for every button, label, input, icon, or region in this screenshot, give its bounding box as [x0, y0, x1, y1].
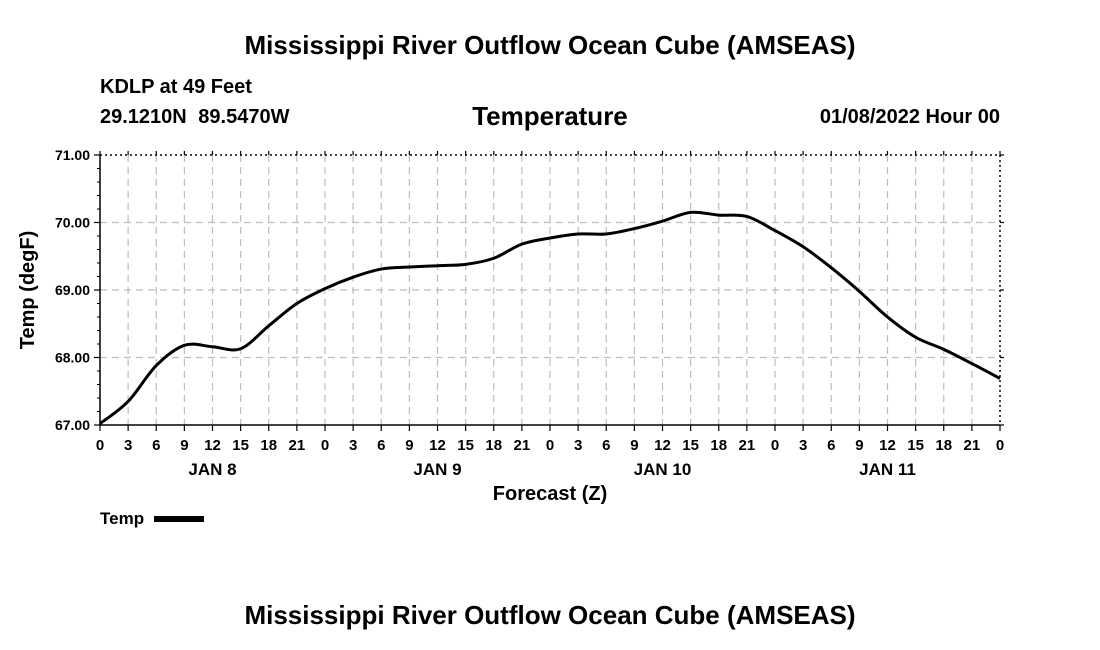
x-tick-label: 18: [935, 437, 952, 454]
x-tick-label: 0: [771, 437, 779, 454]
y-axis-label: Temp (degF): [17, 231, 39, 350]
y-tick-label: 67.00: [55, 417, 90, 433]
x-tick-label: 0: [996, 437, 1004, 454]
x-tick-label: 0: [546, 437, 554, 454]
day-label: JAN 10: [634, 460, 692, 479]
x-tick-label: 0: [321, 437, 329, 454]
legend-line-swatch: [154, 516, 205, 522]
x-tick-label: 15: [457, 437, 474, 454]
x-tick-label: 3: [349, 437, 357, 454]
y-tick-label: 70.00: [55, 215, 90, 231]
x-tick-label: 21: [514, 437, 531, 454]
x-tick-label: 12: [879, 437, 896, 454]
x-tick-label: 15: [232, 437, 249, 454]
x-tick-label: 6: [827, 437, 835, 454]
footer-title: Mississippi River Outflow Ocean Cube (AM…: [244, 600, 856, 630]
chart-title: Mississippi River Outflow Ocean Cube (AM…: [244, 30, 856, 60]
x-tick-label: 12: [204, 437, 221, 454]
station-label: KDLP at 49 Feet: [100, 76, 252, 98]
y-tick-label: 71.00: [55, 147, 90, 163]
legend: Temp: [100, 509, 205, 529]
grid-lines: [100, 155, 1000, 425]
x-tick-label: 0: [96, 437, 104, 454]
y-tick-label: 68.00: [55, 350, 90, 366]
variable-title: Temperature: [472, 101, 628, 131]
x-tick-label: 15: [907, 437, 924, 454]
x-tick-label: 6: [152, 437, 160, 454]
x-tick-label: 15: [682, 437, 699, 454]
x-tick-label: 18: [260, 437, 277, 454]
x-tick-label: 21: [289, 437, 306, 454]
x-tick-label: 9: [405, 437, 413, 454]
series-group: [99, 210, 1001, 425]
x-axis-label: Forecast (Z): [493, 483, 607, 505]
x-tick-label: 12: [654, 437, 671, 454]
x-tick-label: 9: [855, 437, 863, 454]
x-tick-label: 9: [630, 437, 638, 454]
x-tick-label: 12: [429, 437, 446, 454]
x-tick-label: 21: [739, 437, 756, 454]
forecast-timestamp: 01/08/2022 Hour 00: [819, 106, 1000, 128]
x-tick-label: 3: [574, 437, 582, 454]
x-tick-label: 9: [180, 437, 188, 454]
x-tick-label: 3: [124, 437, 132, 454]
axis-ticks: 0 3 6 9 12 15 18 21 0 3 6 9 12 15 18 21 0 3 6 9 12 15 18 21 0 3 6 9…: [55, 147, 1004, 479]
station-coordinates: 29.1210N 89.5470W: [100, 106, 290, 128]
day-label: JAN 9: [413, 460, 461, 479]
legend-label: Temp: [100, 509, 145, 528]
x-tick-label: 6: [377, 437, 385, 454]
x-tick-label: 3: [799, 437, 807, 454]
x-tick-label: 18: [710, 437, 727, 454]
day-label: JAN 11: [859, 460, 916, 479]
day-label: JAN 8: [188, 460, 236, 479]
x-tick-label: 21: [964, 437, 981, 454]
x-tick-label: 6: [602, 437, 610, 454]
y-tick-label: 69.00: [55, 282, 90, 298]
x-tick-label: 18: [485, 437, 502, 454]
